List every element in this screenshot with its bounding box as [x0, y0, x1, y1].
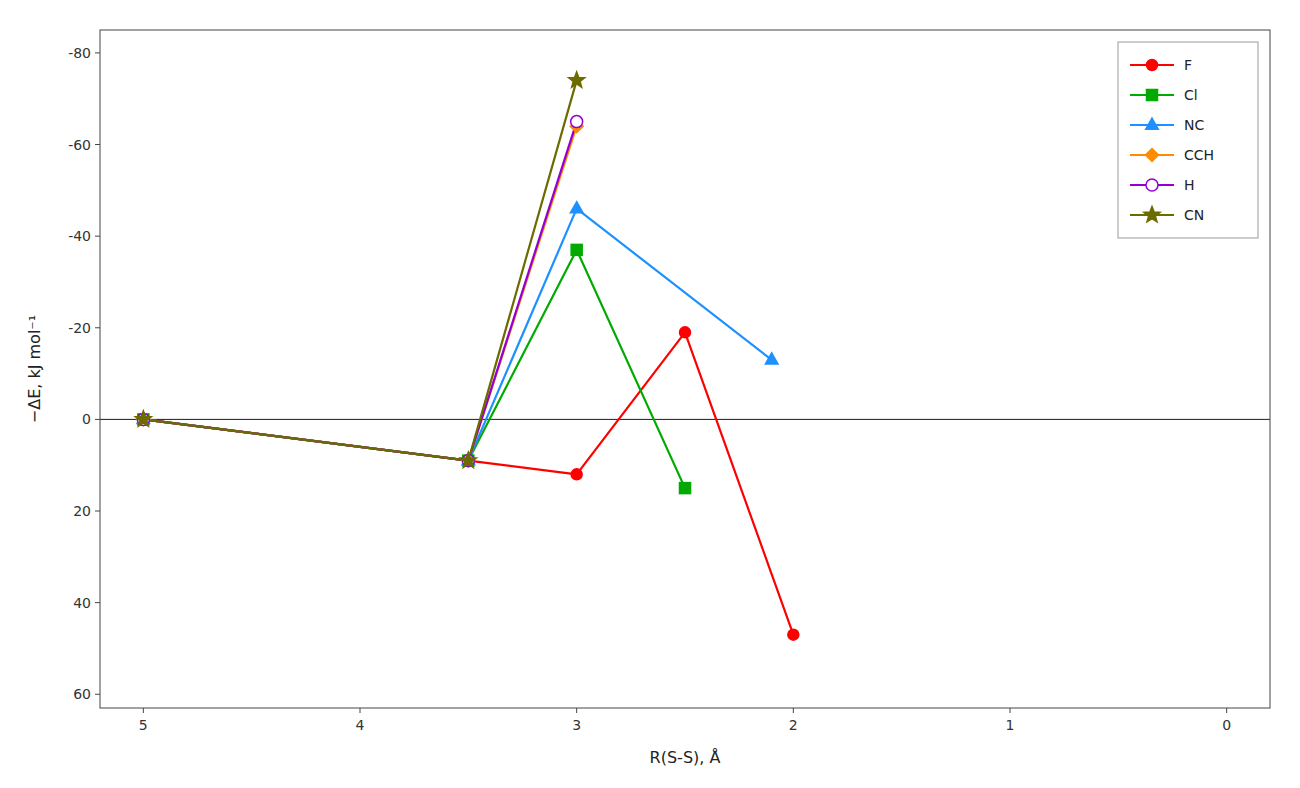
series-line: [143, 80, 576, 460]
x-tick: [360, 708, 361, 713]
series-point: [680, 327, 691, 338]
legend-marker: [1144, 207, 1160, 222]
y-tick: [95, 52, 100, 53]
y-tick: [95, 144, 100, 145]
legend-marker: [1146, 179, 1158, 191]
y-tick-label: -80: [68, 45, 91, 61]
plot-background: [100, 30, 1270, 708]
series-point: [571, 469, 582, 480]
series-line: [143, 122, 576, 461]
x-tick: [143, 708, 144, 713]
legend-label: H: [1184, 177, 1195, 193]
legend-label: CN: [1184, 207, 1204, 223]
x-tick-label: 5: [139, 717, 148, 733]
y-tick: [95, 327, 100, 328]
plot-frame: [100, 30, 1270, 708]
y-tick-label: 60: [73, 686, 91, 702]
series-point: [571, 116, 583, 128]
zero-line: [100, 419, 1270, 420]
legend-label: F: [1184, 57, 1192, 73]
y-axis-label: −ΔE, kJ mol⁻¹: [25, 315, 44, 423]
series-line: [143, 332, 793, 634]
series-point: [460, 452, 476, 467]
chart: 5 4 3 2 1 0 -80 -60 -40 -20 0 20 40 60 R(S-S), Å −ΔE, k…: [0, 0, 1300, 788]
legend-marker: [1147, 60, 1158, 71]
x-tick-label: 3: [572, 717, 581, 733]
y-tick-label: -40: [68, 228, 91, 244]
legend: F Cl NC CCH H CN: [1118, 42, 1258, 238]
legend-box: [1118, 42, 1258, 238]
y-tick-label: -20: [68, 320, 91, 336]
series-point: [765, 353, 778, 364]
x-tick-label: 4: [356, 717, 365, 733]
legend-marker: [1147, 90, 1158, 101]
legend-label: Cl: [1184, 87, 1198, 103]
y-tick-label: 40: [73, 595, 91, 611]
y-tick: [95, 694, 100, 695]
series-point: [680, 483, 691, 494]
series-line: [143, 209, 771, 461]
series-point: [788, 629, 799, 640]
y-tick: [95, 511, 100, 512]
x-axis-label: R(S-S), Å: [650, 748, 721, 767]
series-point: [571, 244, 582, 255]
x-tick-label: 0: [1222, 717, 1231, 733]
series-point: [570, 202, 583, 213]
series-point: [135, 411, 151, 426]
series-point: [569, 72, 585, 87]
x-tick-label: 1: [1006, 717, 1015, 733]
legend-marker: [1146, 118, 1159, 129]
y-tick: [95, 236, 100, 237]
x-tick: [1010, 708, 1011, 713]
series-line: [143, 126, 576, 460]
y-tick: [95, 602, 100, 603]
x-tick-label: 2: [789, 717, 798, 733]
y-tick-label: 0: [82, 411, 91, 427]
x-tick: [793, 708, 794, 713]
legend-marker: [1146, 149, 1159, 162]
x-tick: [576, 708, 577, 713]
x-tick: [1226, 708, 1227, 713]
legend-label: CCH: [1184, 147, 1214, 163]
y-tick-label: 20: [73, 503, 91, 519]
plot-data: [135, 72, 799, 640]
y-tick-label: -60: [68, 137, 91, 153]
y-tick: [95, 419, 100, 420]
series-line: [143, 250, 685, 488]
legend-label: NC: [1184, 117, 1204, 133]
